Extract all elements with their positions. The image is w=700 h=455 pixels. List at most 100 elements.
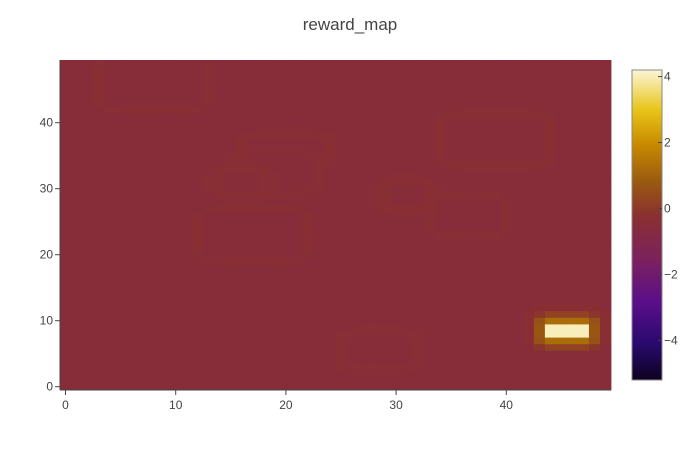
heatmap-cell xyxy=(137,172,149,180)
heatmap-cell xyxy=(203,277,215,285)
heatmap-cell xyxy=(588,79,601,87)
heatmap-cell xyxy=(82,99,94,107)
heatmap-cell xyxy=(269,198,281,206)
heatmap-cell xyxy=(390,357,403,364)
heatmap-cell xyxy=(104,330,116,338)
heatmap-cell xyxy=(368,304,380,312)
heatmap-cell xyxy=(555,185,568,193)
heatmap-cell xyxy=(181,79,193,87)
heatmap-cell xyxy=(181,60,193,67)
heatmap-cell xyxy=(544,304,557,312)
heatmap-cell xyxy=(478,324,491,331)
heatmap-cell xyxy=(71,73,83,81)
heatmap-cell xyxy=(137,350,149,358)
heatmap-cell xyxy=(93,297,105,305)
heatmap-cell xyxy=(137,363,149,371)
heatmap-cell xyxy=(434,291,447,298)
heatmap-cell xyxy=(522,337,535,345)
heatmap-cell xyxy=(489,251,502,259)
heatmap-cell xyxy=(269,376,281,384)
heatmap-cell xyxy=(82,330,94,338)
heatmap-cell xyxy=(401,192,414,199)
heatmap-cell xyxy=(390,185,403,193)
heatmap-cell xyxy=(379,271,391,279)
heatmap-cell xyxy=(412,112,425,120)
heatmap-cell xyxy=(203,304,215,312)
heatmap-cell xyxy=(577,139,590,147)
heatmap-cell xyxy=(346,93,358,100)
heatmap-cell xyxy=(412,383,425,391)
heatmap-cell xyxy=(302,310,314,318)
heatmap-cell xyxy=(247,317,259,325)
heatmap-cell xyxy=(60,185,72,193)
heatmap-cell xyxy=(335,271,347,279)
heatmap-cell xyxy=(445,284,458,292)
heatmap-cell xyxy=(522,363,535,371)
heatmap-cell xyxy=(500,132,513,140)
heatmap-cell xyxy=(588,218,601,226)
heatmap-cell xyxy=(412,304,425,312)
heatmap-cell xyxy=(280,383,292,391)
heatmap-cell xyxy=(236,178,248,186)
heatmap-cell xyxy=(346,132,358,140)
heatmap-cell xyxy=(192,198,204,206)
heatmap-cell xyxy=(544,66,557,74)
heatmap-cell xyxy=(577,251,590,259)
heatmap-cell xyxy=(368,152,380,160)
heatmap-cell xyxy=(599,297,612,305)
heatmap-cell xyxy=(302,192,314,199)
heatmap-cell xyxy=(269,370,281,378)
heatmap-cell xyxy=(137,244,149,252)
heatmap-cell xyxy=(511,73,524,81)
heatmap-cell xyxy=(412,251,425,259)
heatmap-cell xyxy=(225,376,237,384)
heatmap-cell xyxy=(225,324,237,331)
heatmap-cell xyxy=(137,251,149,259)
heatmap-cell xyxy=(511,119,524,127)
heatmap-cell xyxy=(236,86,248,94)
heatmap-cell xyxy=(93,324,105,331)
heatmap-cell xyxy=(368,244,380,252)
heatmap-cell xyxy=(566,225,579,232)
heatmap-cell xyxy=(489,152,502,160)
heatmap-cell xyxy=(214,112,226,120)
heatmap-cell xyxy=(456,205,469,213)
heatmap-cell xyxy=(401,119,414,127)
heatmap-cell xyxy=(588,178,601,186)
heatmap-cell xyxy=(324,126,336,133)
heatmap-cell xyxy=(82,324,94,331)
heatmap-cell xyxy=(489,165,502,173)
heatmap-cell xyxy=(247,218,259,226)
heatmap-cell xyxy=(214,205,226,213)
heatmap-cell xyxy=(148,198,160,206)
heatmap-cell xyxy=(588,145,601,153)
heatmap-cell xyxy=(82,152,94,160)
heatmap-cell xyxy=(126,264,138,272)
heatmap-cell xyxy=(181,218,193,226)
heatmap-cell xyxy=(137,205,149,213)
heatmap-cell xyxy=(104,225,116,232)
heatmap-cell xyxy=(302,251,314,259)
heatmap-cell xyxy=(478,317,491,325)
heatmap-cell xyxy=(489,258,502,265)
heatmap-cell xyxy=(412,317,425,325)
heatmap-cell xyxy=(115,79,127,87)
heatmap-cell xyxy=(566,317,579,325)
heatmap-cell xyxy=(247,297,259,305)
heatmap-cell xyxy=(445,192,458,199)
heatmap-cell xyxy=(434,370,447,378)
heatmap-cell xyxy=(93,291,105,298)
heatmap-cell xyxy=(555,192,568,199)
heatmap-cell xyxy=(390,225,403,232)
heatmap-cell xyxy=(258,139,270,147)
heatmap-cell xyxy=(170,126,182,133)
heatmap-cell xyxy=(159,132,171,140)
heatmap-cell xyxy=(522,271,535,279)
heatmap-cell xyxy=(412,145,425,153)
heatmap-cell xyxy=(192,152,204,160)
heatmap-cell xyxy=(544,165,557,173)
heatmap-cell xyxy=(335,73,347,81)
heatmap-cell xyxy=(379,159,391,166)
heatmap-cell xyxy=(335,192,347,199)
heatmap-cell xyxy=(137,198,149,206)
